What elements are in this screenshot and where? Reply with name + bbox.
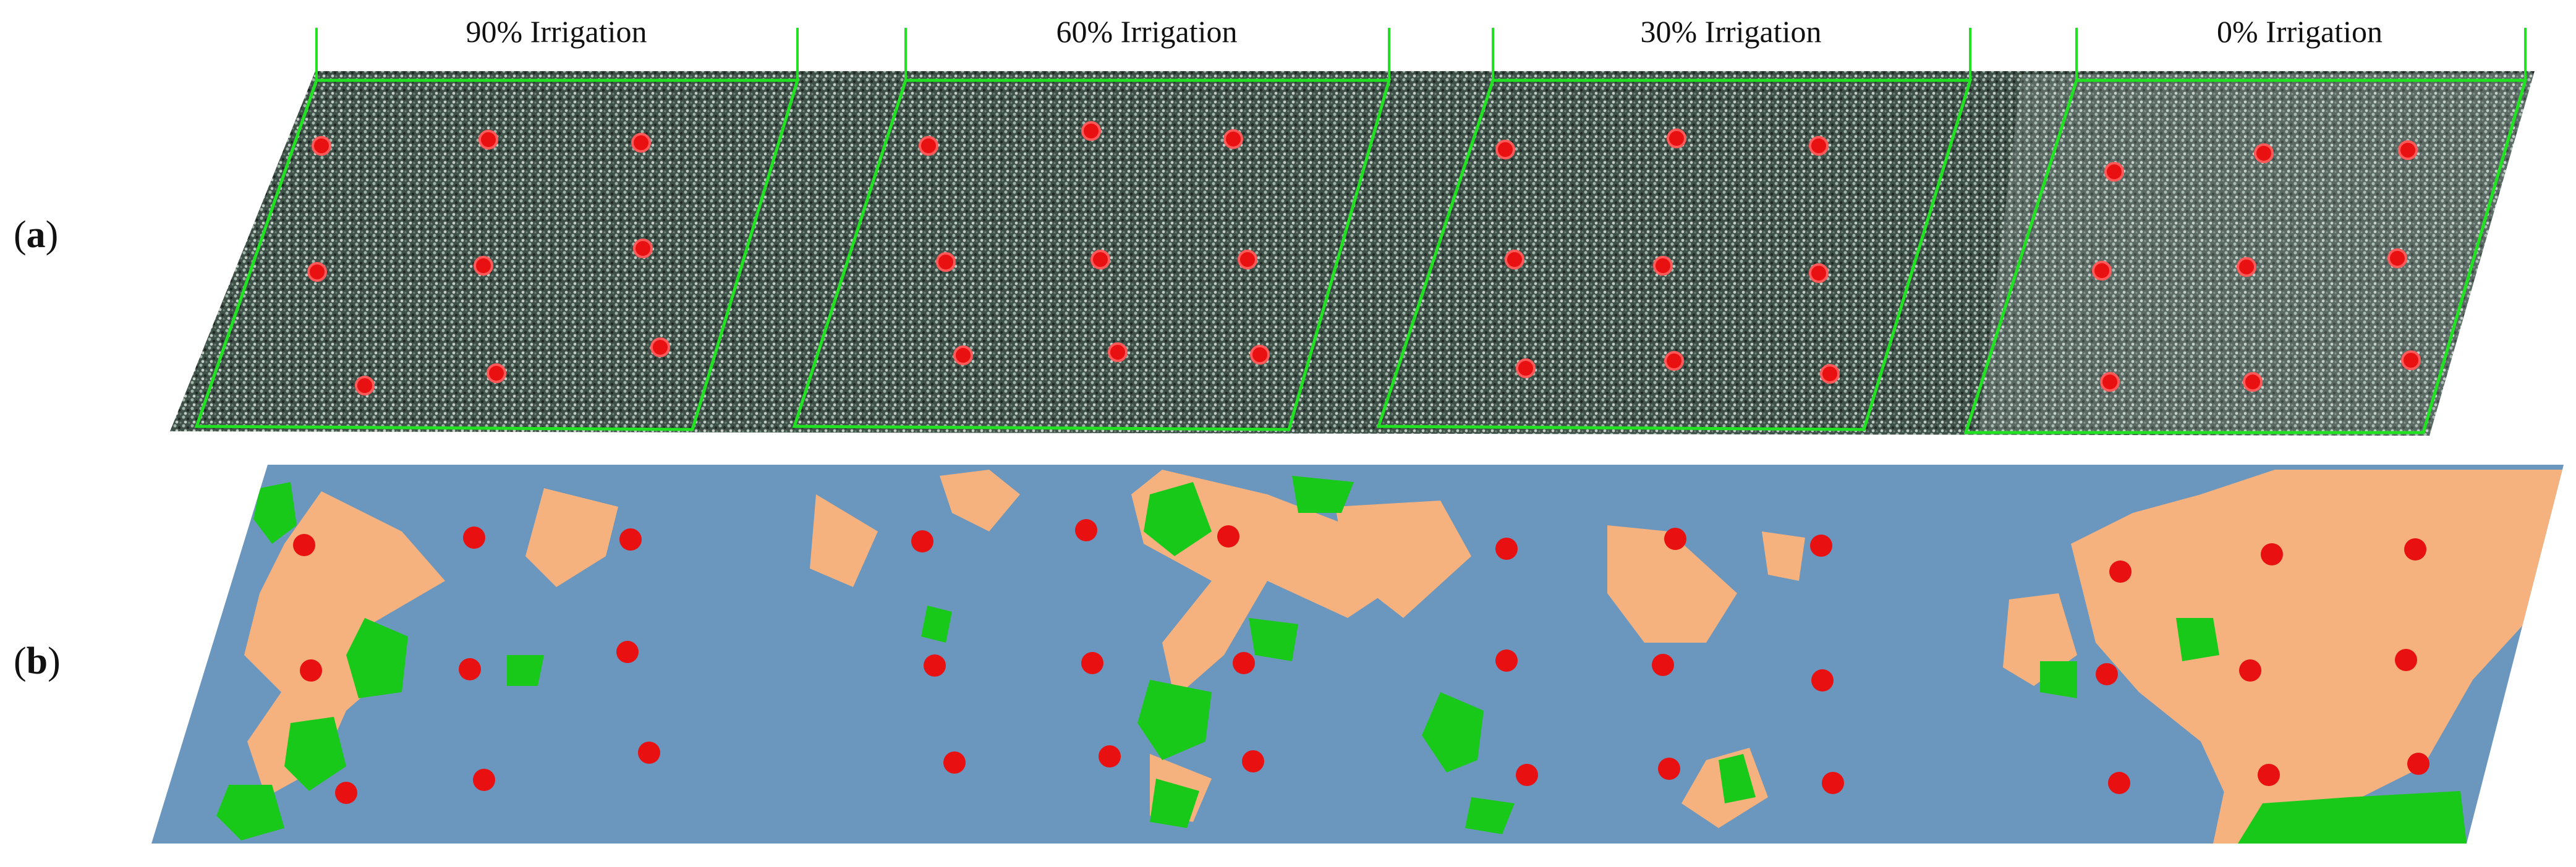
panel-label-a: (a) [14, 214, 59, 256]
aerial-markers [307, 121, 2421, 395]
plot-boundaries [194, 78, 2528, 434]
plot-boundary-90 [194, 78, 800, 431]
classification-background [151, 465, 2564, 844]
treatment-title-30: 30% Irrigation [1641, 14, 1822, 49]
stress-class-patches [244, 470, 2564, 844]
plot-boundary-60 [792, 78, 1392, 431]
vegetation-class-patches [216, 476, 2467, 844]
classification-panel [151, 465, 2564, 844]
treatment-title-90: 90% Irrigation [466, 14, 647, 49]
aerial-strip [170, 71, 2535, 436]
classification-markers [293, 519, 2429, 804]
treatment-title-60: 60% Irrigation [1056, 14, 1238, 49]
panel-label-b: (b) [14, 640, 61, 682]
plot-boundary-0 [1963, 78, 2528, 434]
plot-boundary-30 [1376, 78, 1973, 431]
treatment-title-0: 0% Irrigation [2217, 14, 2383, 49]
header-ticks [315, 28, 2527, 80]
aerial-panel [170, 71, 2535, 436]
